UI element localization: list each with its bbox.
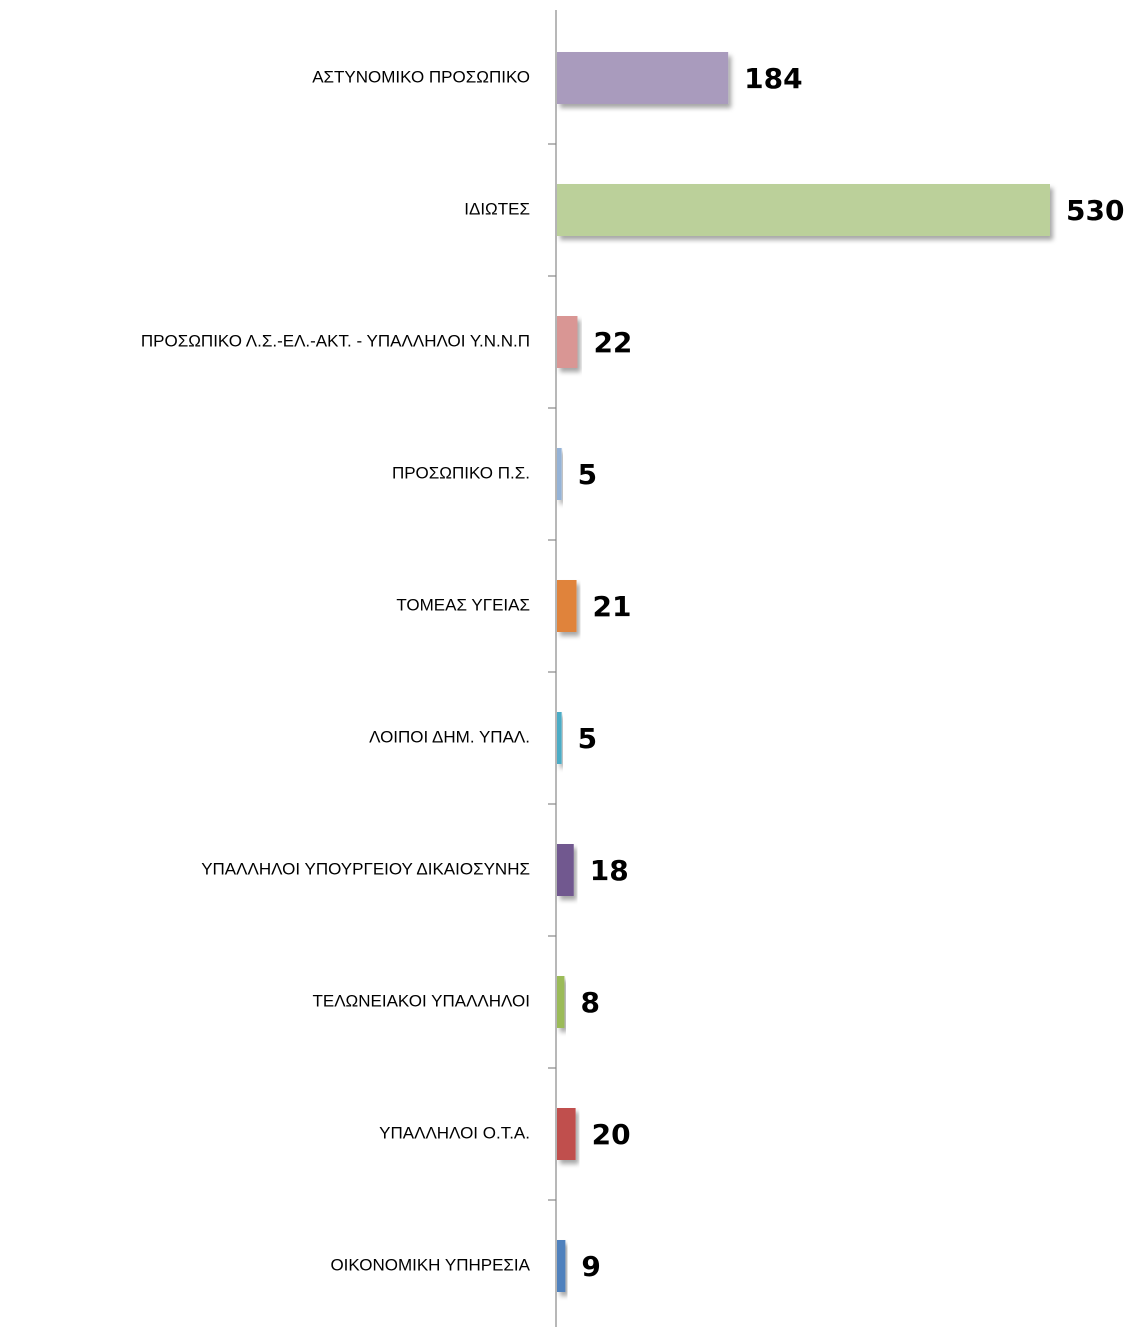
- category-label: ΥΠΑΛΛΗΛΟΙ Ο.Τ.Α.: [379, 1123, 530, 1142]
- bar: [557, 844, 574, 896]
- bar: [557, 448, 562, 500]
- bar: [557, 52, 729, 104]
- category-label: ΙΔΙΩΤΕΣ: [464, 199, 530, 218]
- bar: [557, 1108, 576, 1160]
- bar: [557, 976, 565, 1028]
- value-label: 530: [1066, 194, 1124, 227]
- category-label: ΠΡΟΣΩΠΙΚΟ Π.Σ.: [392, 463, 530, 482]
- category-label: ΛΟΙΠΟΙ ΔΗΜ. ΥΠΑΛ.: [369, 727, 530, 746]
- value-label: 21: [593, 590, 632, 623]
- bar: [557, 580, 577, 632]
- value-label: 184: [744, 62, 802, 95]
- value-label: 8: [580, 986, 599, 1019]
- value-label: 5: [578, 458, 597, 491]
- category-label: ΤΕΛΩΝΕΙΑΚΟΙ ΥΠΑΛΛΗΛΟΙ: [312, 991, 530, 1010]
- bar: [557, 316, 578, 368]
- category-label: ΤΟΜΕΑΣ ΥΓΕΙΑΣ: [396, 595, 530, 614]
- value-label: 18: [590, 854, 629, 887]
- category-label: ΠΡΟΣΩΠΙΚΟ Λ.Σ.-ΕΛ.-ΑΚΤ. - ΥΠΑΛΛΗΛΟΙ Υ.Ν.…: [141, 331, 530, 350]
- value-label: 20: [592, 1118, 631, 1151]
- value-label: 9: [581, 1250, 600, 1283]
- value-label: 22: [593, 326, 632, 359]
- bar: [557, 184, 1050, 236]
- category-label: ΟΙΚΟΝΟΜΙΚΗ ΥΠΗΡΕΣΙΑ: [330, 1255, 530, 1274]
- bar: [557, 1240, 566, 1292]
- category-label: ΑΣΤΥΝΟΜΙΚΟ ΠΡΟΣΩΠΙΚΟ: [312, 67, 530, 86]
- value-label: 5: [578, 722, 597, 755]
- category-label: ΥΠΑΛΛΗΛΟΙ ΥΠΟΥΡΓΕΙΟΥ ΔΙΚΑΙΟΣΥΝΗΣ: [201, 859, 530, 878]
- bar: [557, 712, 562, 764]
